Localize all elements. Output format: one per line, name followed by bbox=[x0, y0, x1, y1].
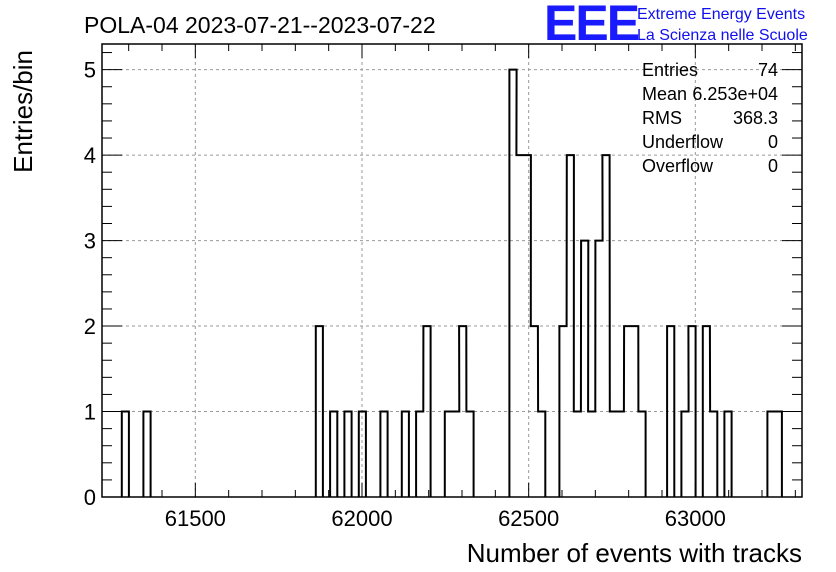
histogram-bars bbox=[120, 68, 783, 497]
histogram-bin bbox=[559, 326, 566, 497]
histogram-bin bbox=[466, 412, 473, 497]
y-tick-label: 3 bbox=[84, 229, 96, 254]
histogram-bin bbox=[330, 412, 337, 497]
histogram-bin bbox=[316, 326, 323, 497]
histogram-bin bbox=[452, 412, 459, 497]
histogram-bin bbox=[610, 412, 617, 497]
histogram-bin bbox=[767, 412, 774, 497]
histogram-bin bbox=[445, 412, 452, 497]
histogram-bin bbox=[624, 326, 631, 497]
stats-value: 0 bbox=[768, 132, 778, 152]
x-tick-label: 61500 bbox=[165, 506, 226, 531]
histogram-bin bbox=[423, 326, 430, 497]
stats-label: Underflow bbox=[642, 132, 724, 152]
eee-logo-mark: EEE bbox=[544, 0, 639, 51]
x-tick-label: 63000 bbox=[665, 506, 726, 531]
y-axis-title: Entries/bin bbox=[8, 50, 38, 173]
histogram-bin bbox=[416, 412, 423, 497]
stats-value: 74 bbox=[758, 60, 778, 80]
histogram-bin bbox=[122, 412, 129, 497]
histogram-bin bbox=[538, 412, 545, 497]
histogram-bin bbox=[710, 412, 717, 497]
histogram-bin bbox=[724, 412, 731, 497]
y-tick-label: 5 bbox=[84, 58, 96, 83]
stats-label: Mean bbox=[642, 84, 687, 104]
stats-box: Entries 74 Mean 6.253e+04 RMS 368.3 Underflow 0… bbox=[642, 60, 778, 176]
x-tick-label: 62000 bbox=[331, 506, 392, 531]
histogram-bin bbox=[531, 326, 538, 497]
histogram-bin bbox=[617, 412, 624, 497]
y-tick-label: 0 bbox=[84, 485, 96, 510]
stats-label: Overflow bbox=[642, 156, 714, 176]
histogram-bin bbox=[638, 412, 645, 497]
histogram-outline bbox=[120, 68, 783, 497]
stats-value: 368.3 bbox=[733, 108, 778, 128]
logo-line-1: Extreme Energy Events bbox=[637, 6, 805, 23]
histogram-bin bbox=[631, 326, 638, 497]
logo-line-2: La Scienza nelle Scuole bbox=[637, 27, 808, 44]
histogram-bin bbox=[703, 326, 710, 497]
y-tick-label: 1 bbox=[84, 400, 96, 425]
histogram-bin bbox=[143, 412, 150, 497]
histogram-bin bbox=[595, 241, 602, 497]
x-tick-label: 62500 bbox=[498, 506, 559, 531]
histogram-bin bbox=[402, 412, 409, 497]
y-tick-label: 4 bbox=[84, 143, 96, 168]
plot-frame bbox=[101, 43, 803, 498]
histogram-bin bbox=[574, 412, 581, 497]
stats-label: Entries bbox=[642, 60, 698, 80]
histogram-bin bbox=[681, 412, 688, 497]
x-tick-labels: 61500 62000 62500 63000 bbox=[165, 506, 726, 531]
chart-title: POLA-04 2023-07-21--2023-07-22 bbox=[84, 12, 436, 38]
histogram-bin bbox=[775, 412, 782, 497]
histogram-bin bbox=[380, 412, 387, 497]
y-tick-label: 2 bbox=[84, 314, 96, 339]
x-axis-title: Number of events with tracks bbox=[467, 538, 802, 568]
histogram-bin bbox=[344, 412, 351, 497]
histogram-bin bbox=[667, 326, 674, 497]
stats-label: RMS bbox=[642, 108, 682, 128]
eee-logo: EEE Extreme Energy Events La Scienza nel… bbox=[544, 0, 808, 51]
histogram-bin bbox=[588, 412, 595, 497]
stats-value: 6.253e+04 bbox=[692, 84, 778, 104]
y-tick-labels: 0 1 2 3 4 5 bbox=[84, 58, 96, 510]
histogram-bin bbox=[516, 155, 523, 497]
stats-value: 0 bbox=[768, 156, 778, 176]
